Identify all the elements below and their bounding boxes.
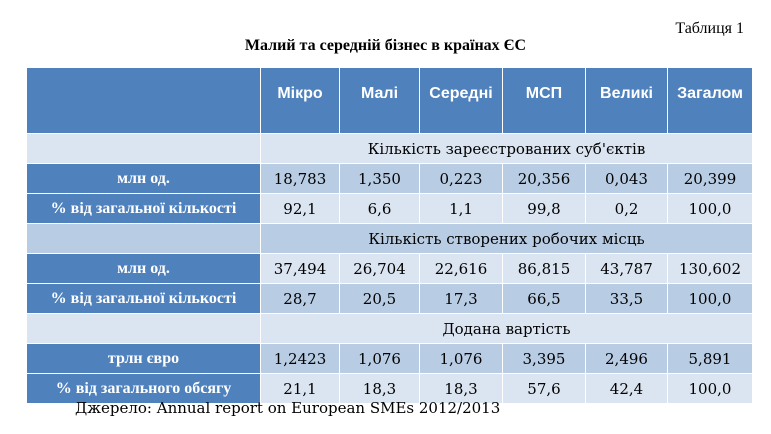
- table-cell: 42,4: [585, 373, 668, 404]
- table-title: Малий та середній бізнес в країнах ЄС: [244, 37, 527, 54]
- row-label: трлн євро: [26, 343, 261, 374]
- column-header: Загалом: [667, 67, 753, 134]
- table-cell: 17,3: [419, 283, 503, 314]
- table-row: трлн євро 1,2423 1,076 1,076 3,395 2,496…: [26, 343, 753, 374]
- table-cell: 22,616: [419, 253, 503, 284]
- table-cell: 57,6: [502, 373, 586, 404]
- table-number: Таблиця 1: [675, 20, 744, 37]
- table-cell: 1,1: [419, 193, 503, 224]
- table-cell: 130,602: [667, 253, 753, 284]
- table-cell: 18,783: [260, 163, 340, 194]
- table-cell: 1,350: [339, 163, 420, 194]
- row-label: % від загальної кількості: [26, 283, 261, 314]
- table-cell: 1,076: [419, 343, 503, 374]
- table-cell: 20,399: [667, 163, 753, 194]
- table-cell: 92,1: [260, 193, 340, 224]
- table-cell: 33,5: [585, 283, 668, 314]
- table-cell: 20,5: [339, 283, 420, 314]
- table-cell: 43,787: [585, 253, 668, 284]
- column-header: Мікро: [260, 67, 340, 134]
- source-note: Джерело: Annual report on European SMEs …: [75, 399, 501, 417]
- row-label: млн од.: [26, 163, 261, 194]
- section-heading-row: Кількість створених робочих місць: [26, 223, 753, 254]
- table-cell: 5,891: [667, 343, 753, 374]
- section-heading-row: Кількість зареєстрованих суб'єктів: [26, 133, 753, 164]
- table-cell: 99,8: [502, 193, 586, 224]
- section-heading: Додана вартість: [260, 313, 753, 344]
- table-cell: 2,496: [585, 343, 668, 374]
- table-cell: 18,3: [339, 373, 420, 404]
- section-blank-cell: [26, 133, 261, 164]
- column-header: Великі: [585, 67, 668, 134]
- column-header: Середні: [419, 67, 503, 134]
- table-cell: 66,5: [502, 283, 586, 314]
- table-cell: 20,356: [502, 163, 586, 194]
- table-cell: 1,2423: [260, 343, 340, 374]
- section-heading: Кількість зареєстрованих суб'єктів: [260, 133, 753, 164]
- table-header-row: Мікро Малі Середні МСП Великі Загалом: [26, 67, 753, 134]
- table-row: млн од. 37,494 26,704 22,616 86,815 43,7…: [26, 253, 753, 284]
- table-row: % від загальної кількості 28,7 20,5 17,3…: [26, 283, 753, 314]
- table-row: % від загальної кількості 92,1 6,6 1,1 9…: [26, 193, 753, 224]
- table-row: % від загального обсягу 21,1 18,3 18,3 5…: [26, 373, 753, 404]
- row-label: % від загальної кількості: [26, 193, 261, 224]
- section-heading-row: Додана вартість: [26, 313, 753, 344]
- row-label: % від загального обсягу: [26, 373, 261, 404]
- table-cell: 6,6: [339, 193, 420, 224]
- section-blank-cell: [26, 223, 261, 254]
- table-cell: 0,043: [585, 163, 668, 194]
- table-cell: 100,0: [667, 373, 753, 404]
- table-cell: 0,2: [585, 193, 668, 224]
- section-blank-cell: [26, 313, 261, 344]
- table-cell: 0,223: [419, 163, 503, 194]
- table-cell: 28,7: [260, 283, 340, 314]
- section-heading: Кількість створених робочих місць: [260, 223, 753, 254]
- table-cell: 3,395: [502, 343, 586, 374]
- column-header: Малі: [339, 67, 420, 134]
- row-label: млн од.: [26, 253, 261, 284]
- sme-table: Мікро Малі Середні МСП Великі Загалом Кі…: [26, 67, 753, 404]
- table-cell: 37,494: [260, 253, 340, 284]
- column-header: МСП: [502, 67, 586, 134]
- table-cell: 1,076: [339, 343, 420, 374]
- header-corner: [26, 67, 261, 134]
- table-cell: 86,815: [502, 253, 586, 284]
- table-cell: 26,704: [339, 253, 420, 284]
- table-cell: 100,0: [667, 193, 753, 224]
- table-row: млн од. 18,783 1,350 0,223 20,356 0,043 …: [26, 163, 753, 194]
- table-cell: 100,0: [667, 283, 753, 314]
